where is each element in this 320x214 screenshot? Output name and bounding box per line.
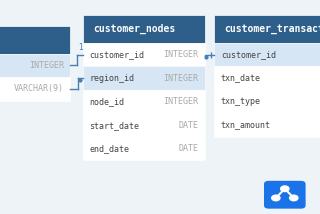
Text: customer_id: customer_id (221, 50, 276, 59)
Bar (214, 66, 320, 90)
FancyBboxPatch shape (264, 181, 306, 209)
Text: customer_id: customer_id (90, 50, 145, 59)
Text: DATE: DATE (179, 121, 198, 130)
Text: INTEGER: INTEGER (164, 50, 198, 59)
Text: region_id: region_id (90, 74, 135, 83)
Bar (0, 54, 70, 77)
Bar (0, 26, 70, 54)
Text: DATE: DATE (179, 144, 198, 153)
Bar (83, 15, 205, 43)
Text: INTEGER: INTEGER (164, 97, 198, 106)
Text: txn_amount: txn_amount (221, 121, 271, 130)
Circle shape (272, 195, 280, 201)
Bar (83, 43, 205, 66)
Bar (0, 77, 70, 101)
Circle shape (290, 195, 298, 201)
Bar (83, 113, 205, 137)
Text: customer_transact: customer_transact (224, 24, 320, 34)
Text: VARCHAR(9): VARCHAR(9) (14, 84, 64, 93)
Text: txn_type: txn_type (221, 97, 261, 106)
Circle shape (281, 186, 289, 192)
Bar (214, 43, 320, 66)
Text: end_date: end_date (90, 144, 130, 153)
Bar (214, 90, 320, 113)
Bar (214, 113, 320, 137)
Bar (83, 66, 205, 90)
Text: txn_date: txn_date (221, 74, 261, 83)
Text: INTEGER: INTEGER (164, 74, 198, 83)
Text: start_date: start_date (90, 121, 140, 130)
Bar (83, 90, 205, 113)
Text: node_id: node_id (90, 97, 124, 106)
Bar (83, 137, 205, 160)
Text: INTEGER: INTEGER (29, 61, 64, 70)
Text: 1: 1 (78, 43, 83, 52)
Bar (214, 15, 320, 43)
Text: customer_nodes: customer_nodes (93, 24, 175, 34)
